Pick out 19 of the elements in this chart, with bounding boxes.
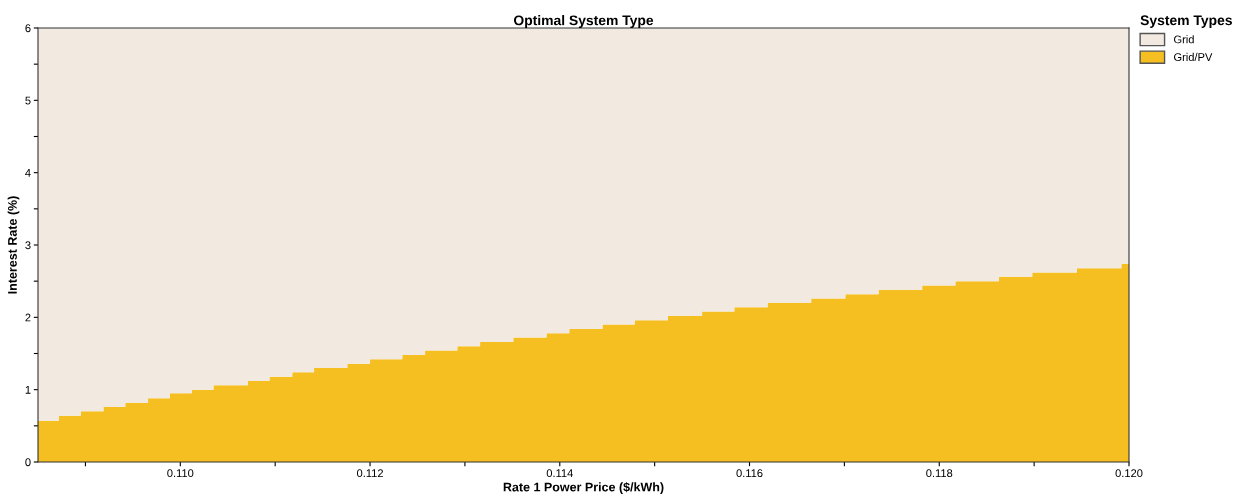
x-tick-label: 0.110	[167, 469, 194, 478]
y-tick-label: 3	[25, 241, 31, 250]
text: Grid	[1174, 35, 1194, 44]
chart-title: Optimal System Type	[513, 15, 654, 28]
y-tick-label: 4	[25, 169, 31, 177]
x-tick-label: 0.118	[926, 469, 953, 478]
y-tick-label: 2	[25, 313, 31, 322]
y-tick-label: 5	[25, 96, 31, 105]
y-tick-label: 0	[25, 458, 31, 467]
legend-title: System Types	[1140, 15, 1232, 28]
x-axis-title: Rate 1 Power Price ($/kWh)	[503, 482, 664, 494]
y-tick-label: 6	[25, 24, 31, 33]
legend-label: Grid/PV	[1174, 52, 1213, 62]
x-tick-label: 0.120	[1115, 469, 1143, 478]
y-axis-title: Interest Rate (%)	[7, 196, 20, 294]
y-tick-label: 1	[25, 386, 31, 394]
x-tick-label: 0.114	[546, 469, 573, 478]
x-tick-label: 0.112	[356, 469, 383, 478]
x-tick-label: 0.116	[736, 469, 763, 478]
